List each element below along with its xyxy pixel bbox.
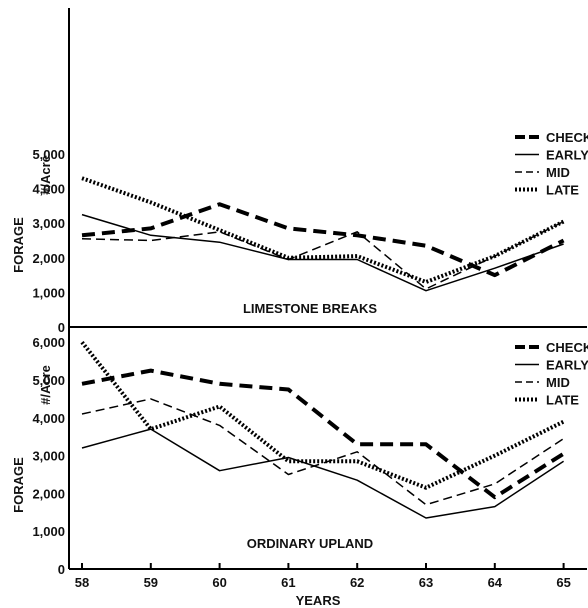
legend-label: MID xyxy=(546,165,570,180)
y-tick-label: 5,000 xyxy=(32,373,65,388)
y-tick-label: 3,000 xyxy=(32,216,65,231)
y-tick-label: 3,000 xyxy=(32,449,65,464)
series-line-early xyxy=(81,213,564,292)
x-tick-label: 58 xyxy=(75,575,89,590)
y-axis-unit: #/Acre xyxy=(38,365,53,405)
panel-title: ORDINARY UPLAND xyxy=(247,536,373,551)
y-tick-label: 1,000 xyxy=(32,524,65,539)
y-axis-label: FORAGE xyxy=(11,217,26,273)
y-tick-label: 0 xyxy=(58,320,65,335)
x-tick-label: 59 xyxy=(144,575,158,590)
y-tick-label: 6,000 xyxy=(32,335,65,350)
y-tick-label: 4,000 xyxy=(32,411,65,426)
x-tick-label: 61 xyxy=(281,575,295,590)
legend-label: EARLY xyxy=(546,148,588,163)
legend-label: CHECK xyxy=(546,340,588,355)
y-axis-label: FORAGE xyxy=(11,457,26,513)
legend: CHECK EARLY MID LATE xyxy=(515,340,588,408)
y-axis-unit: #/Acre xyxy=(38,155,53,195)
y-tick-label: 0 xyxy=(58,562,65,577)
x-tick-label: 64 xyxy=(488,575,503,590)
legend-label: LATE xyxy=(546,393,579,408)
legend-label: MID xyxy=(546,375,570,390)
x-tick-label: 65 xyxy=(556,575,570,590)
x-tick-label: 63 xyxy=(419,575,433,590)
y-tick-label: 4,000 xyxy=(32,182,65,197)
panel-title: LIMESTONE BREAKS xyxy=(243,301,377,316)
y-tick-label: 5,000 xyxy=(32,147,65,162)
x-axis-title: YEARS xyxy=(296,593,341,608)
legend-label: LATE xyxy=(546,183,579,198)
series-line-check xyxy=(81,202,565,278)
y-tick-label: 2,000 xyxy=(32,251,65,266)
x-tick-label: 60 xyxy=(212,575,226,590)
series-line-check xyxy=(81,368,565,500)
series-line-late xyxy=(80,340,565,490)
series-line-late xyxy=(81,176,565,284)
legend: CHECK EARLY MID LATE xyxy=(515,130,588,198)
legend-label: EARLY xyxy=(546,358,588,373)
legend-label: CHECK xyxy=(546,130,588,145)
x-tick-label: 62 xyxy=(350,575,364,590)
series-line-early xyxy=(81,428,565,519)
y-tick-label: 1,000 xyxy=(32,285,65,300)
y-tick-label: 2,000 xyxy=(32,486,65,501)
panel-limestone: 0 1,000 2,000 3,000 4,000 5,000 FORAGE #/Acre LI… xyxy=(11,8,588,335)
panel-upland: 0 1,000 2,000 3,000 4,000 5,000 6,000 FORAGE #/A… xyxy=(11,327,588,577)
